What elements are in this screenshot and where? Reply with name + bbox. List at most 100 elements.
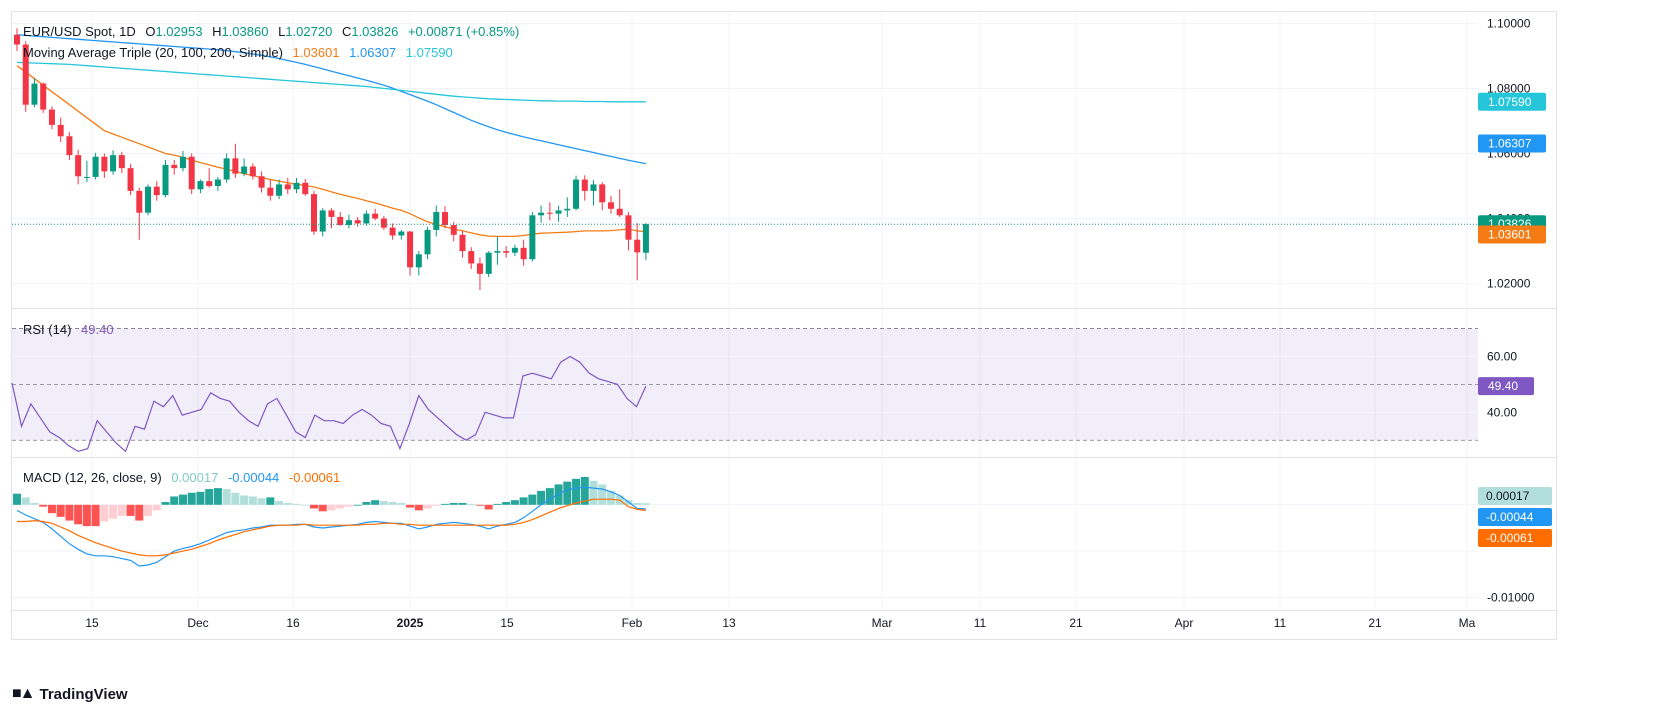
rsi-label-bg <box>1478 377 1534 396</box>
macd-hist-bar <box>580 477 589 505</box>
time-tick-label: 11 <box>1274 616 1287 630</box>
macd-legend[interactable]: MACD (12, 26, close, 9) 0.00017 -0.00044… <box>23 470 346 485</box>
time-tick-label: 21 <box>1069 616 1083 630</box>
time-tick-label: 11 <box>974 616 987 630</box>
macd-hist-bar <box>458 502 467 505</box>
macd-hist-bar <box>519 497 528 505</box>
candle-body <box>424 229 431 255</box>
ma-line-ma20 <box>16 65 646 238</box>
macd-hist-bar <box>572 478 581 505</box>
macd-hist-bar <box>292 503 301 505</box>
macd-hist-bar <box>371 500 380 505</box>
macd-label-bg <box>1478 529 1552 547</box>
candle-body <box>40 83 47 110</box>
macd-hist-bar <box>467 503 476 505</box>
candle-body <box>511 247 518 253</box>
candle <box>214 176 221 191</box>
candle <box>511 244 518 256</box>
candle <box>529 212 536 262</box>
candle-body <box>607 202 614 209</box>
candle-body <box>599 184 606 203</box>
macd-hist-bar <box>493 503 502 505</box>
rsi-title: RSI (14) <box>23 322 72 337</box>
candle-body <box>118 155 125 169</box>
rsi-line <box>11 355 647 453</box>
macd-hist-bar <box>74 504 83 525</box>
candle <box>520 239 527 266</box>
macd-histogram <box>13 477 650 527</box>
candle <box>101 153 108 178</box>
candle <box>345 214 352 229</box>
macd-hist-bar <box>196 491 205 505</box>
candle-body <box>249 166 256 177</box>
time-tick-label: 16 <box>286 616 300 630</box>
ohlc-change: +0.00871 (+0.85%) <box>407 24 520 39</box>
candle <box>153 181 160 201</box>
candle-body <box>407 231 414 268</box>
macd-hist-bar <box>318 504 327 512</box>
candle <box>310 190 317 235</box>
candle <box>555 205 562 222</box>
candle <box>564 197 571 217</box>
macd-hist-bar <box>502 502 511 505</box>
candle <box>415 251 422 276</box>
candle-body <box>223 158 230 180</box>
candle-body <box>372 213 379 219</box>
macd-hist-bar <box>222 489 231 505</box>
macd-hist-bar <box>231 492 240 505</box>
candle-body <box>616 208 623 216</box>
candle <box>48 106 55 130</box>
macd-label-bg <box>1478 508 1552 526</box>
macd-hist-bar <box>126 504 135 516</box>
candle <box>22 41 29 112</box>
macd-hist-bar <box>117 504 126 516</box>
candle <box>634 223 641 281</box>
candle-body <box>634 239 641 253</box>
candle-body <box>57 124 64 137</box>
candle <box>476 257 483 291</box>
macd-hist-bar <box>563 481 572 505</box>
macd-hist-bar <box>205 489 214 505</box>
candle-body <box>380 218 387 228</box>
candle <box>293 177 300 194</box>
candle-body <box>328 210 335 217</box>
candle-body <box>171 164 178 169</box>
candle <box>66 132 73 160</box>
ma-legend[interactable]: Moving Average Triple (20, 100, 200, Sim… <box>23 45 459 60</box>
macd-label-text: -0.00044 <box>1486 510 1534 524</box>
symbol-title: EUR/USD Spot, 1D <box>23 24 136 39</box>
ma20-price-label: 1.03601 <box>1478 225 1546 244</box>
macd-hist-bar <box>441 503 450 505</box>
macd-hist-bar <box>266 497 275 505</box>
time-tick-label: 13 <box>722 616 736 630</box>
candle-body <box>590 184 597 191</box>
candle <box>223 153 230 183</box>
rsi-legend[interactable]: RSI (14) 49.40 <box>23 322 120 337</box>
macd-hist-bar <box>414 504 423 511</box>
tradingview-brand[interactable]: ■▲ TradingView <box>12 685 128 703</box>
candle-body <box>83 176 90 178</box>
candle-body <box>494 251 501 253</box>
candle <box>642 223 649 261</box>
symbol-header: EUR/USD Spot, 1D O1.02953 H1.03860 L1.02… <box>23 24 525 39</box>
candle <box>389 223 396 240</box>
ma-line-ma200 <box>16 61 646 103</box>
candle <box>450 221 457 242</box>
candle-body <box>214 179 221 187</box>
macd-hist-bar <box>82 504 91 527</box>
candle <box>179 150 186 172</box>
macd-hist-bar <box>606 490 615 505</box>
candle-body <box>206 181 213 187</box>
candle-body <box>625 215 632 240</box>
price-gridlines <box>12 22 1478 285</box>
candle <box>40 82 47 113</box>
candle-body <box>284 184 291 190</box>
candle <box>380 215 387 230</box>
candle <box>433 205 440 237</box>
candle <box>337 212 344 226</box>
candle <box>546 202 553 221</box>
time-tick-label: 21 <box>1368 616 1382 630</box>
candle-body <box>581 179 588 191</box>
candle <box>14 28 20 52</box>
